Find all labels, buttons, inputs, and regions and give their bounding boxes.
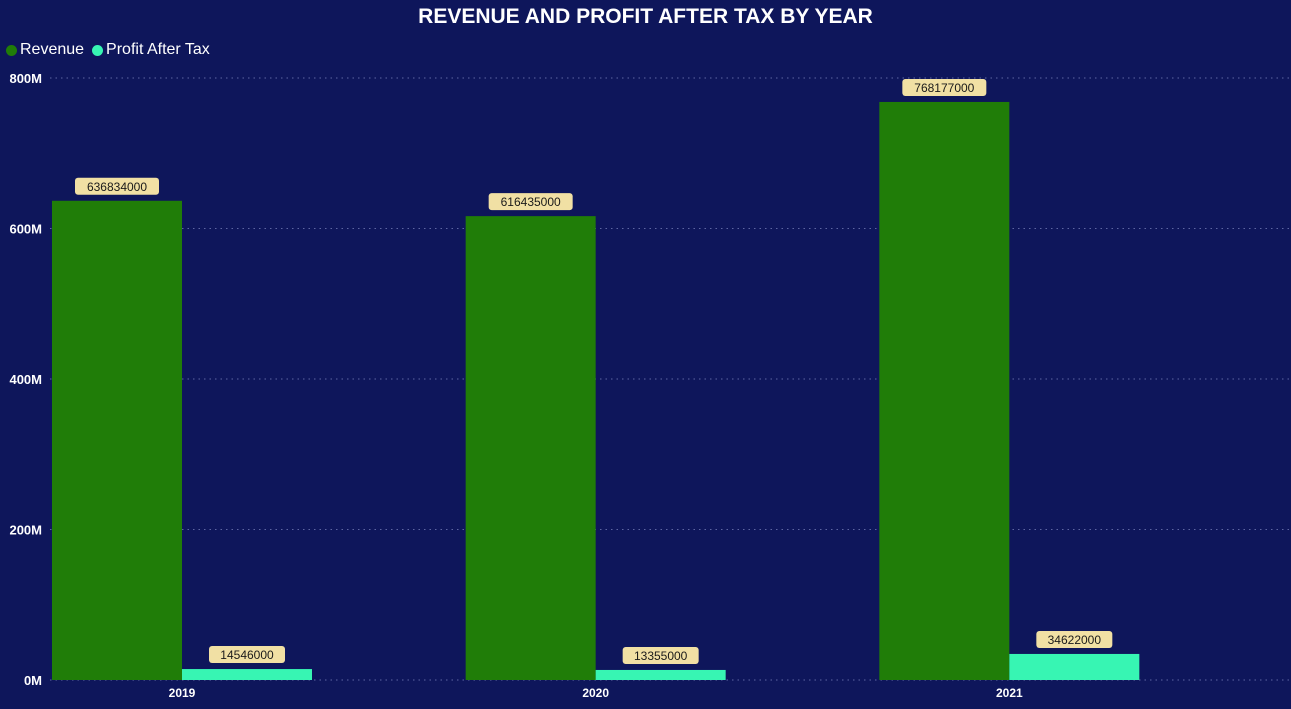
data-label: 14546000 bbox=[220, 648, 274, 662]
legend-item-revenue[interactable]: Revenue bbox=[6, 41, 84, 59]
data-label-box bbox=[75, 177, 159, 195]
legend-item-profit-after-tax[interactable]: Profit After Tax bbox=[92, 41, 210, 59]
data-label: 636834000 bbox=[87, 180, 147, 194]
y-tick-label: 800M bbox=[9, 71, 42, 86]
data-label-box bbox=[488, 193, 573, 211]
legend-label-revenue: Revenue bbox=[20, 41, 85, 58]
x-tick-label: 2020 bbox=[582, 686, 609, 700]
data-label-box bbox=[622, 646, 699, 664]
bar-revenue-2021 bbox=[879, 101, 1010, 681]
data-label-box bbox=[209, 646, 285, 664]
data-label: 13355000 bbox=[634, 649, 688, 663]
y-tick-label: 400M bbox=[9, 372, 42, 387]
legend-label-profit-after-tax: Profit After Tax bbox=[106, 41, 210, 58]
bar-revenue-2020 bbox=[465, 216, 596, 680]
data-label-box bbox=[1036, 630, 1113, 648]
data-label-box bbox=[902, 78, 987, 96]
legend-marker-revenue bbox=[6, 44, 17, 56]
chart-title: REVENUE AND PROFIT AFTER TAX BY YEAR bbox=[418, 5, 873, 28]
y-tick-label: 600M bbox=[9, 222, 42, 237]
data-label: 616435000 bbox=[501, 195, 561, 209]
bar-profit-after-tax-2021 bbox=[1009, 653, 1140, 680]
chart-legend: Revenue Profit After Tax bbox=[6, 41, 218, 59]
legend-marker-profit-after-tax bbox=[92, 44, 104, 56]
x-tick-label: 2019 bbox=[169, 686, 196, 700]
y-tick-label: 0M bbox=[24, 673, 42, 688]
bar-profit-after-tax-2020 bbox=[595, 669, 726, 680]
data-label: 768177000 bbox=[914, 81, 974, 95]
y-tick-label: 200M bbox=[9, 523, 42, 538]
x-tick-label: 2021 bbox=[996, 686, 1023, 700]
bar-profit-after-tax-2019 bbox=[182, 669, 312, 680]
bar-revenue-2019 bbox=[52, 200, 182, 680]
data-label: 34622000 bbox=[1048, 633, 1102, 647]
